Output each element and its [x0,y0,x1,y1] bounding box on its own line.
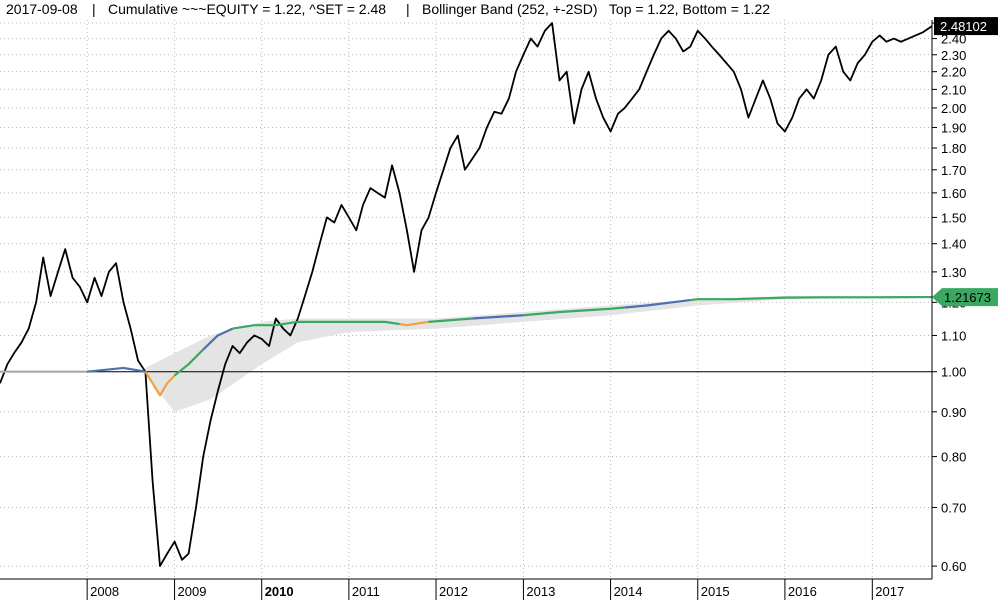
bollinger-band [145,296,932,412]
y-tick-label: 1.10 [941,328,966,343]
set-last-value-badge [934,17,998,36]
equity-line-segment [87,366,146,373]
y-tick-label: 2.10 [941,82,966,97]
series-layer [0,22,933,567]
equity-line-segment [399,320,429,327]
y-tick-label: 2.20 [941,65,966,80]
set-index-line [0,22,933,567]
y-tick-label: 0.60 [941,559,966,574]
y-tick-label: 1.60 [941,186,966,201]
header-separator: | [406,1,410,17]
x-tick-label: 2009 [178,584,207,599]
equity-line-segment [173,348,204,377]
grid [0,20,932,579]
y-tick-label: 1.90 [941,120,966,135]
equity-line-segment [624,298,691,309]
y-tick-label: 1.80 [941,141,966,156]
y-tick-label: 0.90 [941,405,966,420]
y-tick-label: 1.00 [941,365,966,380]
equity-line-segment [690,295,933,302]
y-tick-label: 1.50 [941,210,966,225]
y-tick-label: 0.80 [941,450,966,465]
equity-last-value-badge [932,288,998,307]
equity-line-segment [202,327,234,351]
bollinger-band-area [145,296,932,412]
x-tick-label: 2015 [701,584,730,599]
x-tick-label: 2011 [352,584,380,599]
equity-line-segment [523,306,625,317]
header-separator: | [92,1,96,17]
header-series-info: Cumulative ~~~EQUITY = 1.22, ^SET = 2.48 [108,1,386,17]
y-tick-label: 2.30 [941,48,966,63]
equity-line-segment [232,320,400,330]
x-tick-label: 2012 [439,584,468,599]
header-bar: 2017-09-08 | Cumulative ~~~EQUITY = 1.22… [6,1,770,17]
y-tick-label: 1.30 [941,265,966,280]
header-indicator-info: Bollinger Band (252, +-2SD) Top = 1.22, … [422,1,770,17]
x-tick-label: 2008 [90,584,119,599]
y-tick-label: 0.70 [941,500,966,515]
x-axis-ticks: 2008 2009 2010 2011 2012 2013 2014 2015 2016 2017 [86,579,904,600]
y-tick-label: 1.70 [941,163,966,178]
equity-line-segment [472,314,524,320]
x-tick-label: 2014 [614,584,643,599]
x-tick-label: 2017 [875,584,904,599]
y-tick-label: 2.00 [941,101,966,116]
set-last-value-label: 2.48102 [940,19,987,34]
x-tick-label: 2013 [526,584,555,599]
y-tick-label: 1.40 [941,237,966,252]
x-tick-label: 2010 [265,584,294,599]
header-date: 2017-09-08 [6,1,78,17]
equity-last-value-label: 1.21673 [944,290,991,305]
last-value-badges: 2.48102 1.21673 [932,17,998,307]
y-tick-label: 2.40 [941,32,966,47]
equity-line-segment [428,317,473,323]
equity-line-segment [144,371,176,397]
x-tick-label: 2016 [788,584,817,599]
